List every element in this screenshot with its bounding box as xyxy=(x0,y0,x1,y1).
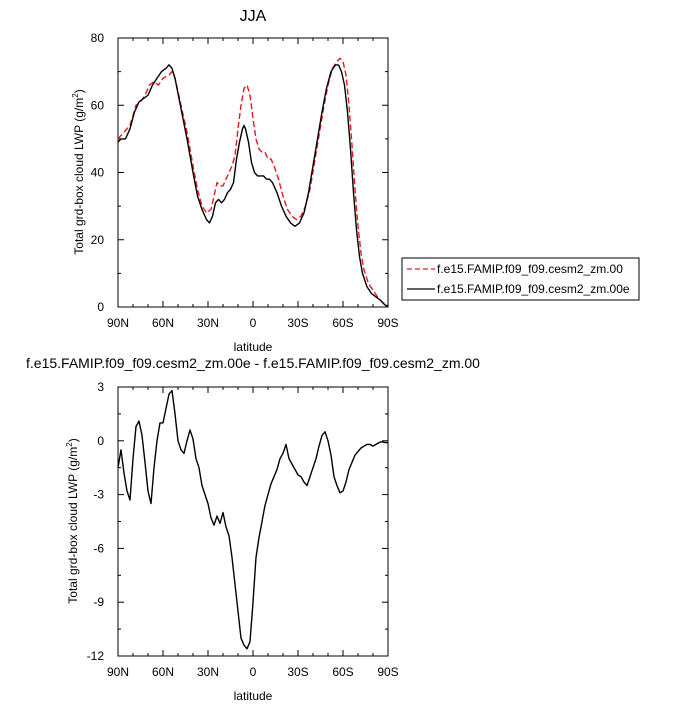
bottom-ytick-label: -3 xyxy=(93,488,104,502)
top-ytick-label: 0 xyxy=(97,300,104,314)
legend-box xyxy=(401,257,640,301)
bottom-xtick-label: 90S xyxy=(377,665,398,679)
top-xtick-label: 60S xyxy=(332,316,353,330)
top-lines xyxy=(117,57,389,307)
bottom-xtick-label: 30S xyxy=(287,665,308,679)
bottom-y-axis-label: Total grd-box cloud LWP (g/m2) xyxy=(65,438,80,603)
bottom-xtick-label: 90N xyxy=(107,665,129,679)
bottom-plot-frame xyxy=(117,386,389,657)
top-xtick-label: 90N xyxy=(107,316,129,330)
top-series-line-0 xyxy=(117,57,389,307)
bottom-series-line-0 xyxy=(117,389,388,650)
top-plot-frame xyxy=(117,37,389,308)
top-panel-title: JJA xyxy=(240,8,267,25)
bottom-xtick-label: 60S xyxy=(332,665,353,679)
top-ytick-label: 60 xyxy=(91,98,105,112)
bottom-xtick-label: 0 xyxy=(250,665,257,679)
top-xtick-label: 60N xyxy=(152,316,174,330)
top-ytick-label: 20 xyxy=(91,233,105,247)
bottom-ytick-label: -12 xyxy=(87,649,105,663)
bottom-ytick-label: 3 xyxy=(97,380,104,394)
legend-label-00: f.e15.FAMIP.f09_f09.cesm2_zm.00 xyxy=(437,262,623,276)
bottom-lines xyxy=(117,389,388,650)
top-panel: JJA 90N 60N 30N 0 30S 60S 90S 0 20 40 60 80 latitud… xyxy=(71,8,399,354)
bottom-x-axis-label: latitude xyxy=(234,689,273,703)
bottom-xtick-label: 60N xyxy=(152,665,174,679)
top-xtick-label: 30S xyxy=(287,316,308,330)
bottom-ticks: 90N 60N 30N 0 30S 60S 90S -12 -9 -6 -3 0 3 xyxy=(87,380,399,679)
bottom-xtick-label: 30N xyxy=(197,665,219,679)
top-series-line-1 xyxy=(117,64,389,307)
top-xtick-label: 90S xyxy=(377,316,398,330)
top-x-axis-label: latitude xyxy=(234,340,273,354)
legend-label-00e: f.e15.FAMIP.f09_f09.cesm2_zm.00e xyxy=(437,282,630,296)
top-ytick-label: 40 xyxy=(91,166,105,180)
bottom-panel: f.e15.FAMIP.f09_f09.cesm2_zm.00e - f.e15… xyxy=(26,355,480,703)
bottom-ytick-label: -6 xyxy=(93,541,104,555)
bottom-panel-title: f.e15.FAMIP.f09_f09.cesm2_zm.00e - f.e15… xyxy=(26,355,480,371)
top-y-axis-label: Total grd-box cloud LWP (g/m2) xyxy=(71,89,86,254)
top-xtick-label: 0 xyxy=(250,316,257,330)
top-ytick-label: 80 xyxy=(91,31,105,45)
legend: f.e15.FAMIP.f09_f09.cesm2_zm.00 f.e15.FA… xyxy=(401,257,640,301)
bottom-ytick-label: 0 xyxy=(97,434,104,448)
top-xtick-label: 30N xyxy=(197,316,219,330)
top-ticks: 90N 60N 30N 0 30S 60S 90S 0 20 40 60 80 xyxy=(91,31,399,330)
bottom-ytick-label: -9 xyxy=(93,595,104,609)
